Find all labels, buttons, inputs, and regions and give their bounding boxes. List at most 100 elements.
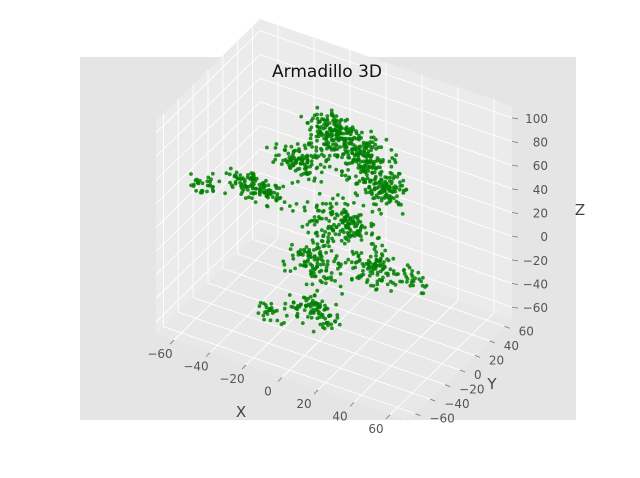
grid-line-y-floor bbox=[222, 268, 476, 356]
data-point bbox=[246, 173, 250, 177]
data-point bbox=[339, 117, 344, 122]
data-point bbox=[339, 262, 343, 267]
data-point bbox=[320, 228, 324, 233]
z-tick-mark bbox=[511, 141, 519, 143]
data-point bbox=[347, 161, 352, 166]
data-point bbox=[331, 114, 336, 119]
z-tick-mark bbox=[511, 283, 519, 285]
x-tick-mark bbox=[385, 414, 391, 420]
data-point bbox=[308, 136, 313, 141]
data-point bbox=[299, 157, 303, 162]
data-point bbox=[248, 184, 253, 188]
data-point bbox=[359, 238, 364, 242]
data-point bbox=[370, 231, 375, 236]
data-point bbox=[208, 183, 213, 187]
data-point bbox=[282, 262, 287, 267]
z-tick-label: 80 bbox=[533, 136, 548, 150]
data-point bbox=[365, 173, 369, 177]
data-point bbox=[324, 202, 328, 206]
data-point bbox=[288, 204, 292, 209]
data-point bbox=[323, 307, 327, 312]
data-point bbox=[319, 112, 324, 117]
z-tick-label: 60 bbox=[533, 159, 548, 173]
data-point bbox=[327, 121, 332, 125]
data-point bbox=[333, 232, 338, 237]
data-point bbox=[310, 301, 315, 305]
data-point bbox=[382, 264, 387, 269]
data-point bbox=[210, 185, 215, 190]
data-point bbox=[223, 191, 228, 196]
data-point bbox=[374, 166, 378, 171]
data-point bbox=[346, 239, 351, 243]
data-point bbox=[361, 140, 366, 145]
data-point bbox=[336, 193, 340, 197]
data-point bbox=[302, 143, 307, 148]
data-point bbox=[387, 159, 392, 164]
data-point bbox=[369, 148, 373, 153]
z-tick-mark bbox=[511, 235, 519, 238]
data-point bbox=[374, 254, 378, 258]
grid-line-z-wall bbox=[155, 196, 261, 299]
data-point bbox=[331, 239, 336, 244]
data-point bbox=[281, 259, 286, 264]
y-tick-mark bbox=[489, 340, 495, 344]
data-point bbox=[301, 171, 306, 176]
data-point bbox=[189, 183, 194, 188]
data-point bbox=[391, 176, 396, 181]
data-point bbox=[317, 215, 321, 219]
data-point bbox=[352, 153, 357, 158]
data-point bbox=[376, 195, 381, 200]
data-point bbox=[363, 187, 368, 192]
tick-labels: −60−40−200204060−60−40−200204060−60−40−2… bbox=[147, 112, 548, 436]
data-point bbox=[334, 114, 339, 118]
data-point bbox=[319, 170, 324, 175]
data-point bbox=[370, 209, 375, 214]
data-point bbox=[307, 219, 312, 224]
data-point bbox=[361, 269, 365, 273]
data-point bbox=[367, 266, 372, 270]
data-point bbox=[379, 269, 383, 274]
data-point bbox=[318, 253, 323, 258]
data-point bbox=[337, 322, 342, 327]
data-point bbox=[321, 262, 326, 267]
data-point bbox=[328, 201, 333, 206]
data-point bbox=[314, 148, 319, 153]
data-point bbox=[292, 149, 296, 154]
x-tick-label: 20 bbox=[296, 397, 311, 411]
data-point bbox=[368, 180, 372, 184]
data-point bbox=[334, 254, 339, 258]
data-point bbox=[189, 172, 193, 176]
data-point bbox=[345, 117, 350, 122]
data-point bbox=[247, 195, 251, 200]
x-tick-label: −40 bbox=[183, 360, 208, 374]
y-tick-label: 0 bbox=[474, 368, 482, 382]
data-point bbox=[194, 188, 199, 193]
grid-line-z-back bbox=[259, 77, 513, 166]
data-point bbox=[410, 274, 415, 279]
data-point bbox=[396, 202, 401, 207]
data-point bbox=[314, 155, 319, 160]
data-point bbox=[389, 148, 394, 152]
x-tick-label: 40 bbox=[332, 409, 347, 423]
data-point bbox=[327, 153, 332, 158]
data-point bbox=[370, 268, 375, 273]
grid-line-z-back bbox=[259, 219, 513, 308]
data-point bbox=[380, 253, 385, 258]
data-point bbox=[340, 292, 344, 296]
data-point bbox=[267, 308, 272, 313]
data-point bbox=[291, 163, 296, 168]
data-point bbox=[200, 189, 205, 193]
grid-line-z-back bbox=[259, 196, 513, 284]
data-point bbox=[390, 171, 394, 176]
grid-line-z-back bbox=[259, 125, 513, 213]
data-point bbox=[387, 184, 392, 189]
data-point bbox=[295, 314, 300, 319]
data-point bbox=[361, 152, 366, 157]
data-point bbox=[333, 319, 337, 323]
data-point bbox=[338, 136, 343, 141]
data-point bbox=[350, 277, 354, 282]
data-point bbox=[315, 112, 319, 117]
data-point bbox=[369, 154, 374, 158]
data-point bbox=[315, 316, 320, 321]
data-point bbox=[281, 158, 286, 163]
